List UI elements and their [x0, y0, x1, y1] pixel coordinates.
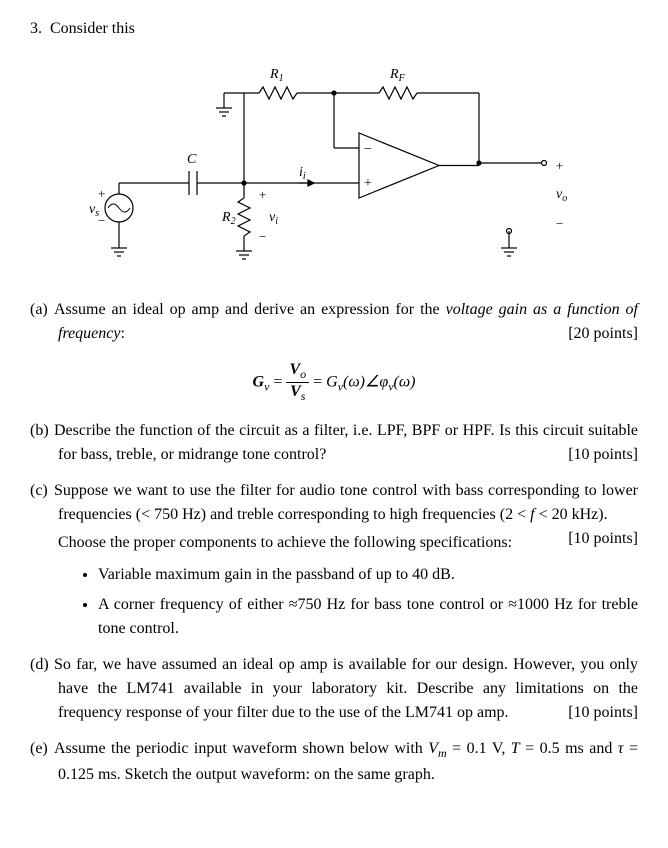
- part-d-label: (d): [30, 653, 54, 677]
- part-b-points: [10 points]: [568, 443, 638, 467]
- svg-text:ii: ii: [299, 165, 306, 182]
- svg-text:vs: vs: [89, 202, 99, 219]
- part-c: (c)Suppose we want to use the filter for…: [58, 479, 638, 641]
- part-b-label: (b): [30, 419, 54, 443]
- svg-text:RF: RF: [389, 67, 406, 84]
- svg-text:vi: vi: [269, 210, 278, 227]
- svg-text:+: +: [364, 176, 372, 191]
- problem-number: 3.: [30, 20, 42, 37]
- part-e-label: (e): [30, 737, 54, 761]
- svg-text:−: −: [259, 229, 266, 244]
- problem-header: 3. Consider this: [30, 20, 638, 38]
- svg-text:R1: R1: [269, 67, 284, 84]
- part-b: (b)Describe the function of the circuit …: [58, 419, 638, 467]
- part-d: (d)So far, we have assumed an ideal op a…: [58, 653, 638, 725]
- bullet-item: Variable maximum gain in the passband of…: [98, 563, 638, 587]
- part-d-text: So far, we have assumed an ideal op amp …: [54, 656, 638, 721]
- part-a-points: [20 points]: [568, 322, 638, 346]
- circuit-svg: + − vs C R2 +: [84, 53, 584, 273]
- part-a-text-before: Assume an ideal op amp and derive an exp…: [54, 301, 446, 318]
- part-a: (a)Assume an ideal op amp and derive an …: [58, 298, 638, 346]
- svg-text:vo: vo: [556, 187, 567, 204]
- svg-text:+: +: [98, 186, 105, 201]
- equation-gv: Gv = VoVs = Gv(ω)∠φv(ω): [30, 361, 638, 404]
- part-d-points: [10 points]: [568, 701, 638, 725]
- part-c-spec-intro: Choose the proper components to achieve …: [58, 531, 638, 555]
- svg-text:−: −: [556, 216, 563, 231]
- part-a-label: (a): [30, 298, 54, 322]
- svg-text:−: −: [364, 142, 372, 157]
- circuit-diagram: + − vs C R2 +: [30, 53, 638, 278]
- svg-text:C: C: [187, 152, 197, 167]
- part-c-text-after: < 20 kHz).: [535, 506, 608, 523]
- part-a-text-after: :: [120, 325, 124, 342]
- bullet-item: A corner frequency of either ≈750 Hz for…: [98, 593, 638, 641]
- part-c-bullets: Variable maximum gain in the passband of…: [78, 563, 638, 641]
- part-e: (e)Assume the periodic input waveform sh…: [58, 737, 638, 786]
- svg-text:R2: R2: [221, 210, 236, 227]
- part-c-label: (c): [30, 479, 54, 503]
- part-b-text: Describe the function of the circuit as …: [54, 422, 638, 463]
- part-e-text-before: Assume the periodic input waveform shown…: [54, 740, 428, 757]
- svg-text:+: +: [259, 187, 266, 202]
- problem-intro: Consider this: [50, 20, 135, 37]
- part-c-points: [10 points]: [568, 527, 638, 551]
- svg-text:+: +: [556, 158, 563, 173]
